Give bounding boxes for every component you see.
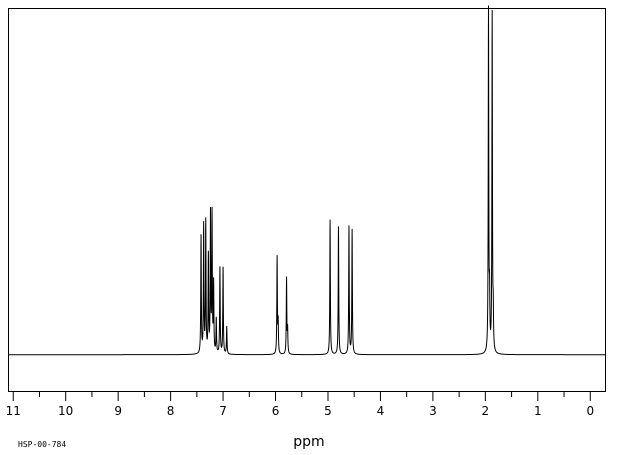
x-axis-ticks <box>12 391 591 401</box>
spectrum-id-label: HSP-00-784 <box>18 440 66 449</box>
x-tick-label: 10 <box>58 404 73 418</box>
x-tick-label: 5 <box>324 404 332 418</box>
x-tick-label: 6 <box>272 404 280 418</box>
x-axis-tick-labels: 11 10 9 8 7 6 5 4 3 2 1 0 <box>6 404 594 418</box>
x-tick-label: 4 <box>377 404 385 418</box>
x-tick-label: 9 <box>114 404 122 418</box>
x-axis-title: ppm <box>293 434 324 450</box>
plot-frame <box>8 8 606 392</box>
x-tick-label: 3 <box>429 404 437 418</box>
x-tick-label: 7 <box>219 404 227 418</box>
x-tick-label: 1 <box>534 404 542 418</box>
spectrum-trace <box>8 5 606 356</box>
x-tick-label: 11 <box>6 404 21 418</box>
x-tick-label: 0 <box>586 404 594 418</box>
x-tick-label: 2 <box>482 404 490 418</box>
x-tick-label: 8 <box>167 404 175 418</box>
